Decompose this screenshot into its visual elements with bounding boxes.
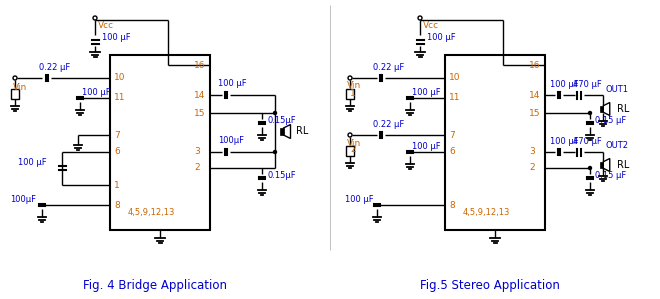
Polygon shape — [600, 162, 603, 168]
Text: 8: 8 — [114, 201, 119, 210]
Text: 11: 11 — [114, 94, 125, 103]
Text: OUT2: OUT2 — [605, 141, 628, 150]
Text: Fig. 4 Bridge Application: Fig. 4 Bridge Application — [83, 278, 227, 292]
Text: 7: 7 — [449, 130, 455, 140]
Text: 2: 2 — [350, 146, 356, 155]
Text: 1: 1 — [114, 181, 119, 190]
Text: 0.22 μF: 0.22 μF — [39, 63, 70, 72]
Text: 100 μF: 100 μF — [550, 137, 579, 146]
Text: 100 μF: 100 μF — [218, 79, 247, 88]
Text: 3: 3 — [529, 147, 535, 156]
Text: 11: 11 — [449, 94, 461, 103]
Text: 14: 14 — [529, 91, 541, 100]
Text: Vcc: Vcc — [423, 22, 439, 30]
Text: 6: 6 — [449, 147, 455, 156]
Text: RL: RL — [617, 160, 630, 170]
Text: 1: 1 — [350, 89, 356, 97]
Text: Fig.5 Stereo Application: Fig.5 Stereo Application — [420, 278, 560, 292]
Text: 0.15 μF: 0.15 μF — [595, 171, 626, 180]
Text: 15: 15 — [529, 109, 541, 118]
Text: 0.22 μF: 0.22 μF — [373, 63, 404, 72]
Text: 4,5,9,12,13: 4,5,9,12,13 — [463, 208, 510, 216]
Text: 3: 3 — [194, 147, 200, 156]
Text: 0.15μF: 0.15μF — [267, 116, 296, 125]
Text: 100 μF: 100 μF — [550, 80, 579, 89]
Text: 7: 7 — [114, 130, 119, 140]
Text: 14: 14 — [194, 91, 205, 100]
Text: 15: 15 — [194, 109, 205, 118]
Text: 10: 10 — [114, 74, 125, 83]
Text: 100 μF: 100 μF — [412, 88, 441, 97]
Text: 0.15μF: 0.15μF — [267, 171, 296, 180]
Text: 0.22 μF: 0.22 μF — [373, 120, 404, 129]
Circle shape — [589, 112, 591, 115]
Text: Vin: Vin — [347, 82, 361, 91]
Text: 2: 2 — [529, 164, 535, 173]
Text: 10: 10 — [449, 74, 461, 83]
Text: Vin: Vin — [13, 83, 27, 92]
Text: RL: RL — [617, 104, 630, 114]
Text: Vin: Vin — [347, 138, 361, 147]
Text: 100 μF: 100 μF — [412, 142, 441, 151]
Text: 100μF: 100μF — [218, 136, 244, 145]
Text: 470 μF: 470 μF — [573, 80, 602, 89]
Polygon shape — [280, 128, 284, 135]
Text: RL: RL — [296, 126, 308, 137]
Text: 100 μF: 100 μF — [102, 33, 131, 42]
Text: OUT1: OUT1 — [605, 85, 628, 94]
Text: 16: 16 — [529, 60, 541, 69]
Text: 6: 6 — [114, 147, 119, 156]
Text: 100 μF: 100 μF — [18, 158, 47, 167]
Text: 8: 8 — [449, 201, 455, 210]
Text: 100 μF: 100 μF — [427, 33, 455, 42]
Text: 4,5,9,12,13: 4,5,9,12,13 — [128, 208, 176, 216]
Text: 0.15 μF: 0.15 μF — [595, 116, 626, 125]
Text: 470 μF: 470 μF — [573, 137, 602, 146]
Circle shape — [589, 167, 591, 170]
Text: 100μF: 100μF — [10, 195, 36, 204]
Circle shape — [273, 150, 277, 153]
Circle shape — [273, 112, 277, 115]
Text: 100 μF: 100 μF — [345, 195, 374, 204]
Text: 16: 16 — [194, 60, 205, 69]
Polygon shape — [600, 106, 603, 112]
Text: Vcc: Vcc — [98, 22, 114, 30]
Text: 100 μF: 100 μF — [82, 88, 111, 97]
Text: 2: 2 — [194, 164, 199, 173]
